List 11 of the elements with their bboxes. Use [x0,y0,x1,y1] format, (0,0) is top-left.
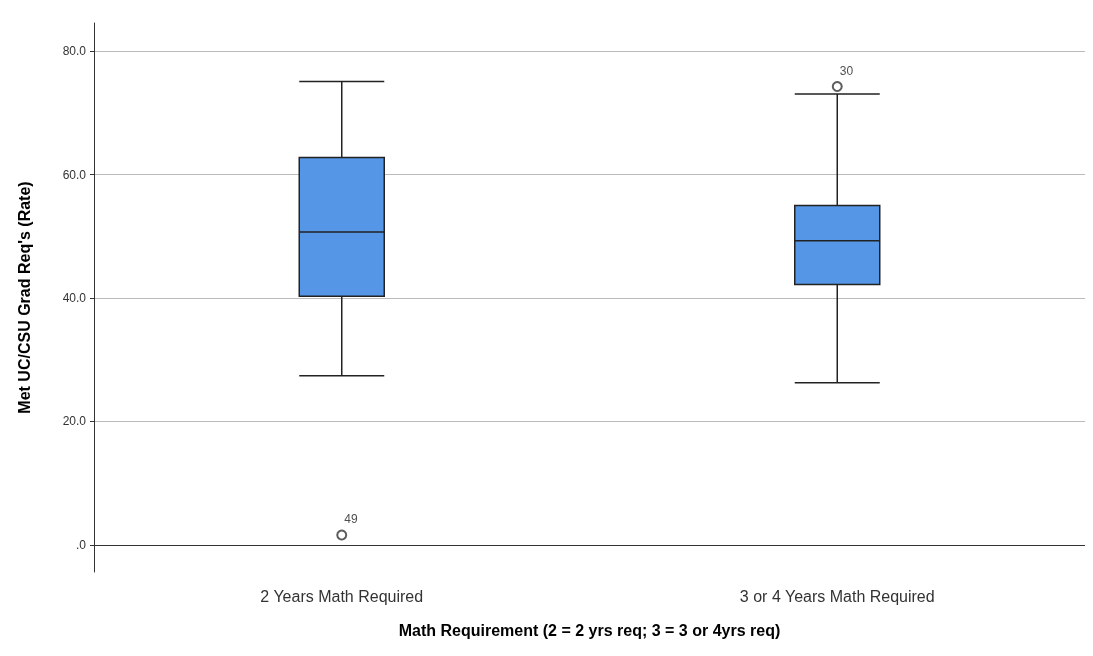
x-axis-title: Math Requirement (2 = 2 yrs req; 3 = 3 or 4yrs req) [398,621,781,639]
x-tick-label: 2 Years Math Required [260,587,424,605]
y-tick-label: 60.0 [62,167,87,182]
annotation: 49 [344,512,358,527]
y-tick-label: 80.0 [62,44,87,59]
y-tick-label: 40.0 [62,291,87,306]
y-axis-title: Met UC/CSU Grad Req's (Rate) [15,181,33,414]
y-tick-label: .0 [75,537,87,552]
y-tick-label: 20.0 [62,414,87,429]
annotation: 30 [839,64,854,79]
x-tick-label: 3 or 4 Years Math Required [739,587,935,605]
